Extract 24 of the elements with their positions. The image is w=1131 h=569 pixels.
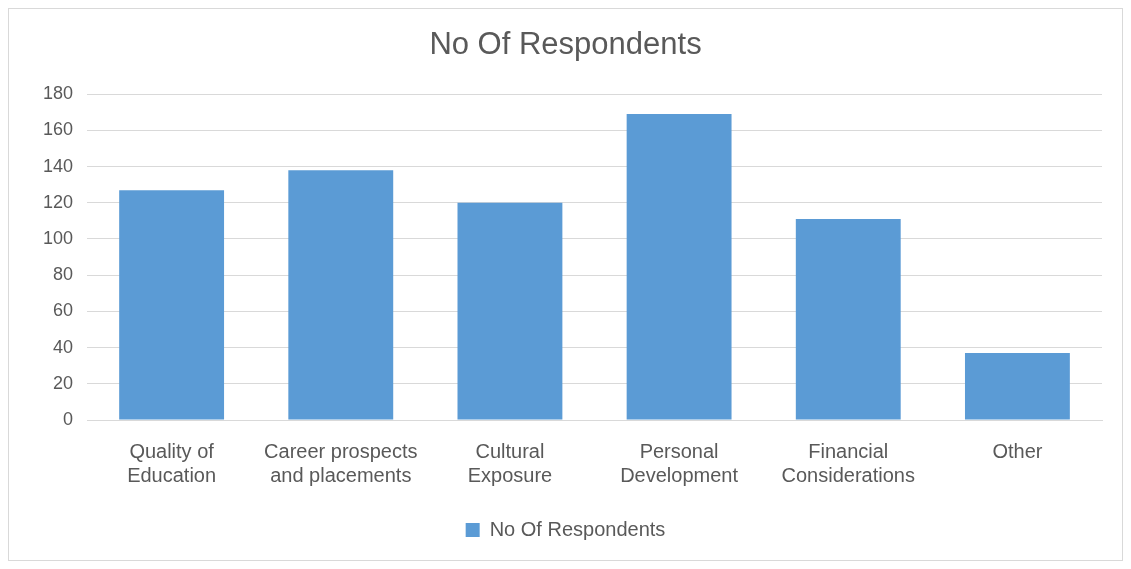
bar bbox=[626, 114, 732, 420]
x-tick-label: Financial Considerations bbox=[781, 439, 915, 486]
bar bbox=[288, 170, 394, 420]
y-tick-label: 120 bbox=[42, 191, 74, 212]
y-tick-label: 160 bbox=[42, 119, 74, 140]
x-tick-label: Other bbox=[992, 439, 1043, 462]
y-tick-label: 20 bbox=[53, 372, 74, 393]
x-tick-label: Career prospects and placements bbox=[264, 439, 418, 486]
x-tick-label: Quality of Education bbox=[127, 439, 217, 486]
bar bbox=[795, 219, 901, 420]
bar bbox=[457, 202, 563, 420]
y-tick-label: 80 bbox=[53, 264, 74, 285]
y-tick-label: 140 bbox=[42, 155, 74, 176]
y-tick-label: 180 bbox=[42, 83, 74, 104]
bar bbox=[119, 190, 225, 420]
y-tick-label: 100 bbox=[42, 227, 74, 248]
y-tick-label: 40 bbox=[53, 336, 74, 357]
x-tick-label: Cultural Exposure bbox=[467, 439, 553, 486]
bar bbox=[964, 353, 1070, 420]
legend-label: No Of Respondents bbox=[489, 517, 666, 540]
y-tick-label: 60 bbox=[53, 300, 74, 321]
x-tick-label: Personal Development bbox=[620, 439, 739, 486]
y-tick-label: 0 bbox=[63, 408, 74, 429]
chart-title: No Of Respondents bbox=[429, 26, 702, 62]
